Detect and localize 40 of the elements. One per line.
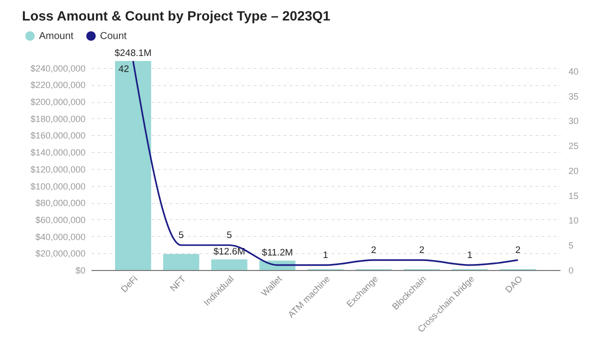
y2-tick-label: 5 [568,240,574,251]
bar [163,254,200,270]
bar [115,61,152,270]
y-tick-label: $240,000,000 [30,63,86,74]
y-tick-label: $20,000,000 [35,248,86,259]
data-label: 5 [178,230,184,242]
data-label: 2 [419,245,424,256]
y2-tick-label: 35 [568,91,579,102]
y2-tick-label: 30 [568,116,579,126]
y-tick-label: $200,000,000 [30,97,86,108]
y2-tick-label: 10 [568,216,579,226]
y2-tick-label: 25 [568,141,579,152]
data-label: $12.6M [213,246,246,258]
data-label: 1 [467,250,472,262]
y2-tick-label: 40 [568,66,579,76]
y2-tick-label: 20 [568,166,579,176]
y-tick-label: $60,000,000 [35,214,86,225]
data-label: 2 [515,245,521,256]
y-tick-label: $40,000,000 [35,232,86,242]
y2-tick-label: 15 [568,190,579,201]
y-tick-label: $0 [75,266,86,276]
data-label: 5 [226,230,232,242]
chart-title: Loss Amount & Count by Project Type – 2023Q1 [22,8,331,24]
data-label: 1 [322,250,328,262]
y-tick-label: $180,000,000 [30,114,86,124]
data-label: 2 [370,245,376,256]
data-label: $248.1M [114,48,152,59]
y-tick-label: $220,000,000 [30,80,86,90]
line-series [132,60,519,266]
y-tick-label: $80,000,000 [35,198,86,208]
bar [211,259,248,270]
y-tick-label: $160,000,000 [30,130,86,141]
data-label: 42 [118,64,130,75]
legend-label: Amount [39,31,74,42]
legend-label: Count [100,31,127,42]
y-tick-label: $140,000,000 [30,148,86,158]
y2-tick-label: 0 [568,266,574,276]
y-tick-label: $120,000,000 [30,164,86,174]
y-tick-label: $100,000,000 [30,181,86,192]
data-label: $11.2M [262,248,293,259]
